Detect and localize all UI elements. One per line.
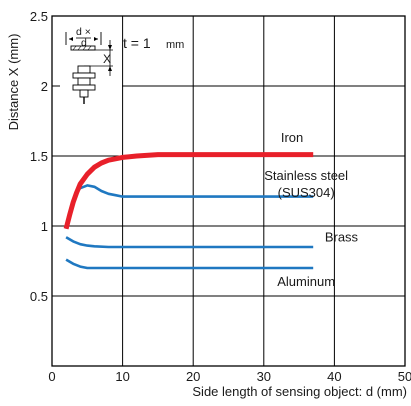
inset-top-label: d ×: [76, 26, 91, 38]
x-tick-label: 10: [115, 369, 129, 384]
x-tick-label: 20: [186, 369, 200, 384]
series-label-brass: Brass: [325, 229, 359, 244]
sensing-setup-inset: d × d X t = 1 mm: [60, 25, 184, 111]
tick-labels: 0 10 20 30 40 50 0.5 1 1.5 2 2.5: [30, 9, 411, 384]
series-line-iron: [63, 152, 314, 230]
y-tick-label: 1.5: [30, 149, 48, 164]
inset-x-label: X: [103, 52, 111, 66]
x-tick-label: 40: [327, 369, 341, 384]
grid: [52, 16, 405, 366]
y-tick-label: 2.5: [30, 9, 48, 24]
y-tick-label: 1: [41, 219, 48, 234]
y-tick-label: 0.5: [30, 289, 48, 304]
x-tick-label: 30: [257, 369, 271, 384]
y-tick-label: 2: [41, 79, 48, 94]
series-label-aluminum: Aluminum: [277, 274, 335, 289]
series-layer: [63, 152, 314, 270]
x-tick-label: 50: [398, 369, 411, 384]
inset-thickness-label: t = 1: [123, 35, 151, 51]
series-line-aluminum: [65, 258, 314, 270]
inset-mid-label: d: [81, 37, 87, 49]
series-label-stainless-steel: (SUS304): [278, 185, 335, 200]
y-axis-title: Distance X (mm): [6, 34, 21, 131]
series-label-stainless-steel: Stainless steel: [264, 168, 348, 183]
inset-thickness-unit: mm: [166, 39, 184, 51]
x-tick-label: 0: [48, 369, 55, 384]
plot-frame: [51, 15, 406, 367]
series-line-brass: [65, 236, 314, 249]
series-line-stainless-steel: [64, 184, 314, 230]
series-label-iron: Iron: [281, 130, 303, 145]
series-labels: Iron Stainless steel (SUS304) Brass Aluminum: [264, 130, 358, 289]
x-axis-title: Side length of sensing object: d (mm): [192, 384, 407, 399]
